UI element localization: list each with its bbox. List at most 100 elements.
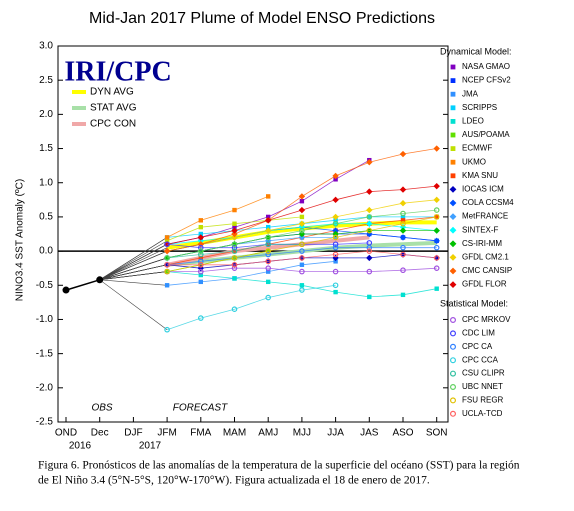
marker	[450, 91, 456, 97]
marker	[299, 255, 305, 261]
marker	[298, 234, 306, 241]
marker	[450, 370, 457, 377]
x-tick-label: JAS	[360, 428, 379, 439]
x-tick-label: JFM	[157, 428, 176, 439]
marker	[332, 241, 339, 248]
marker	[332, 227, 339, 234]
x-tick-label: Dec	[91, 428, 109, 439]
marker	[400, 214, 406, 220]
connector	[99, 237, 168, 281]
legend-label: SCRIPPS	[462, 103, 497, 112]
marker	[198, 315, 204, 321]
marker	[298, 220, 306, 227]
connector	[99, 243, 168, 281]
marker	[449, 281, 457, 288]
series-line	[167, 243, 302, 259]
marker	[265, 265, 272, 271]
marker	[164, 269, 170, 274]
series-line	[167, 250, 437, 266]
marker	[366, 220, 373, 227]
marker	[399, 234, 407, 241]
connector	[99, 257, 168, 281]
marker	[399, 200, 407, 207]
marker	[232, 221, 237, 226]
marker	[450, 119, 456, 124]
connector	[99, 271, 168, 281]
marker	[198, 268, 204, 275]
series-line	[167, 209, 437, 259]
marker	[449, 226, 457, 234]
marker	[265, 258, 272, 265]
legend-label: CMC CANSIP	[462, 266, 512, 275]
marker	[299, 198, 305, 204]
marker	[332, 282, 339, 289]
marker	[450, 105, 456, 111]
connector	[99, 279, 168, 286]
marker	[449, 186, 457, 193]
legend-group-title: Statistical Model:	[440, 298, 508, 308]
observed-marker	[96, 276, 104, 284]
marker	[332, 172, 339, 180]
legend-label: AUS/POAMA	[462, 130, 510, 139]
marker	[231, 234, 238, 241]
legend-label: GFDL CM2.1	[462, 253, 509, 262]
series-line	[166, 284, 336, 331]
marker	[433, 214, 440, 220]
series-line	[167, 216, 437, 272]
marker	[299, 248, 305, 254]
y-tick-label: -1.5	[36, 348, 54, 359]
caption: de El Niño 3.4 (5°N-5°S, 120°W-170°W). F…	[38, 475, 430, 487]
series-line	[167, 267, 437, 272]
legend-label: IOCAS ICM	[462, 185, 504, 194]
y-tick-label: 2.5	[39, 75, 53, 86]
marker	[265, 251, 272, 258]
marker	[197, 234, 204, 241]
legend-label: SINTEX-F	[462, 225, 499, 234]
marker	[333, 259, 338, 264]
marker	[400, 292, 406, 298]
marker	[332, 196, 339, 204]
marker	[163, 247, 171, 255]
marker	[265, 248, 272, 254]
marker	[450, 132, 456, 138]
marker	[299, 268, 305, 275]
year-label: 2016	[69, 441, 92, 452]
y-tick-label: 1.5	[39, 143, 53, 154]
y-tick-label: 0.5	[39, 212, 53, 223]
marker	[164, 268, 170, 275]
legend-group-title: Dynamical Model:	[440, 46, 512, 56]
legend-label: MetFRANCE	[462, 212, 508, 221]
marker	[231, 244, 238, 251]
marker	[266, 279, 271, 285]
marker	[400, 267, 406, 274]
plot-frame	[57, 45, 449, 423]
marker	[265, 227, 272, 234]
marker	[198, 224, 203, 230]
marker	[450, 317, 457, 324]
marker	[231, 265, 238, 271]
marker	[332, 213, 339, 221]
marker	[399, 186, 407, 193]
x-tick-label: OND	[55, 428, 77, 439]
marker	[450, 78, 456, 83]
marker	[449, 240, 457, 248]
marker	[299, 241, 305, 248]
y-axis-label: NINO3.4 SST Anomaly (ºC)	[15, 179, 26, 301]
connector	[99, 264, 168, 281]
marker	[449, 213, 457, 220]
legend-label: LDEO	[462, 117, 484, 126]
marker	[400, 251, 406, 258]
marker	[299, 214, 305, 220]
marker	[198, 272, 203, 278]
marker	[231, 248, 238, 254]
legend-label: KMA SNU	[462, 171, 498, 180]
series-line	[167, 247, 437, 266]
marker	[332, 220, 339, 227]
marker	[231, 241, 238, 248]
marker	[450, 397, 457, 404]
y-tick-label: -1.0	[36, 314, 54, 325]
marker	[400, 220, 406, 227]
marker	[400, 210, 406, 217]
marker	[449, 267, 457, 275]
marker	[164, 241, 170, 248]
